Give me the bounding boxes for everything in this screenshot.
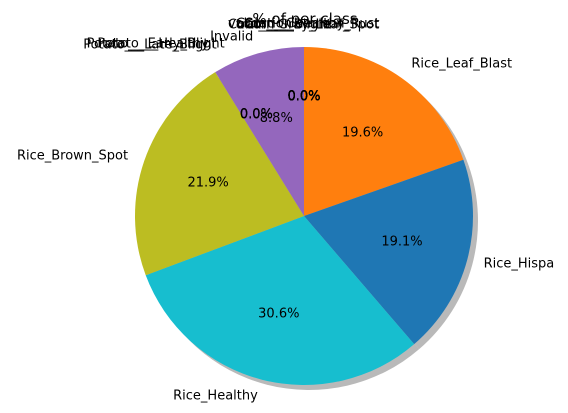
pct-label-rice-brown-spot: 21.9% bbox=[187, 176, 228, 191]
slice-rice-brown-spot bbox=[135, 72, 304, 276]
zero-slice-label-corn-gray-leaf-spot: Corn___Gray_Leaf_Spot bbox=[228, 18, 379, 33]
slice-label-rice-hispa: Rice_Hispa bbox=[484, 256, 555, 271]
zero-slice-label-corn-healthy: Corn___Healthy bbox=[244, 17, 345, 32]
slice-rice-healthy bbox=[145, 216, 415, 386]
zero-slice-pct-top-left-2: 0.0% bbox=[240, 107, 273, 122]
chart-title: % of per class bbox=[252, 10, 357, 28]
pct-label-invalid: 8.8% bbox=[260, 111, 293, 126]
slice-label-rice-leaf-blast: Rice_Leaf_Blast bbox=[411, 57, 512, 72]
slice-label-rice-brown-spot: Rice_Brown_Spot bbox=[17, 148, 128, 163]
zero-slice-pct-top-right-1: 0.0% bbox=[287, 90, 320, 105]
slice-label-rice-healthy: Rice_Healthy bbox=[173, 389, 258, 404]
zero-slice-pct-top-right-5: 0.0% bbox=[287, 90, 320, 105]
zero-slice-label-validation: validation bbox=[228, 17, 292, 32]
zero-slice-label-train: train bbox=[236, 18, 266, 33]
pct-label-rice-hispa: 19.1% bbox=[381, 235, 422, 250]
zero-slice-label-potato-healthy: Potato___Healthy bbox=[97, 36, 209, 51]
zero-slice-pct-top-left-1: 0.0% bbox=[240, 108, 273, 123]
pct-label-rice-leaf-blast: 19.6% bbox=[342, 126, 383, 141]
slice-rice-leaf-blast bbox=[304, 47, 464, 216]
zero-slice-pct-top-left-0: 0.0% bbox=[240, 107, 273, 122]
pct-label-rice-healthy: 30.6% bbox=[258, 307, 299, 322]
zero-slice-label-corn-blight: Corn___Blight bbox=[244, 18, 332, 33]
zero-slice-pct-top-right-3: 0.0% bbox=[287, 90, 320, 105]
slice-label-invalid: Invalid bbox=[210, 30, 253, 45]
zero-slice-label-corn-common-rust: Corn___Common_Rust bbox=[236, 17, 380, 32]
zero-slice-pct-top-right-2: 0.0% bbox=[287, 89, 320, 104]
pie-slices bbox=[135, 47, 473, 386]
zero-slice-pct-top-right-4: 0.0% bbox=[287, 89, 320, 104]
slice-invalid bbox=[215, 47, 304, 216]
slice-rice-hispa bbox=[304, 159, 473, 345]
zero-slice-label-potato-early-blight: Potato___Early_Blight bbox=[87, 36, 225, 51]
zero-slice-label-potato-late-blight: Potato___Late_Blight bbox=[83, 37, 216, 52]
pie-labels: Rice_Leaf_Blast 19.6% Rice_Hispa 19.1% Rice_… bbox=[17, 17, 554, 404]
zero-slice-pct-top-right-0: 0.0% bbox=[287, 89, 320, 104]
